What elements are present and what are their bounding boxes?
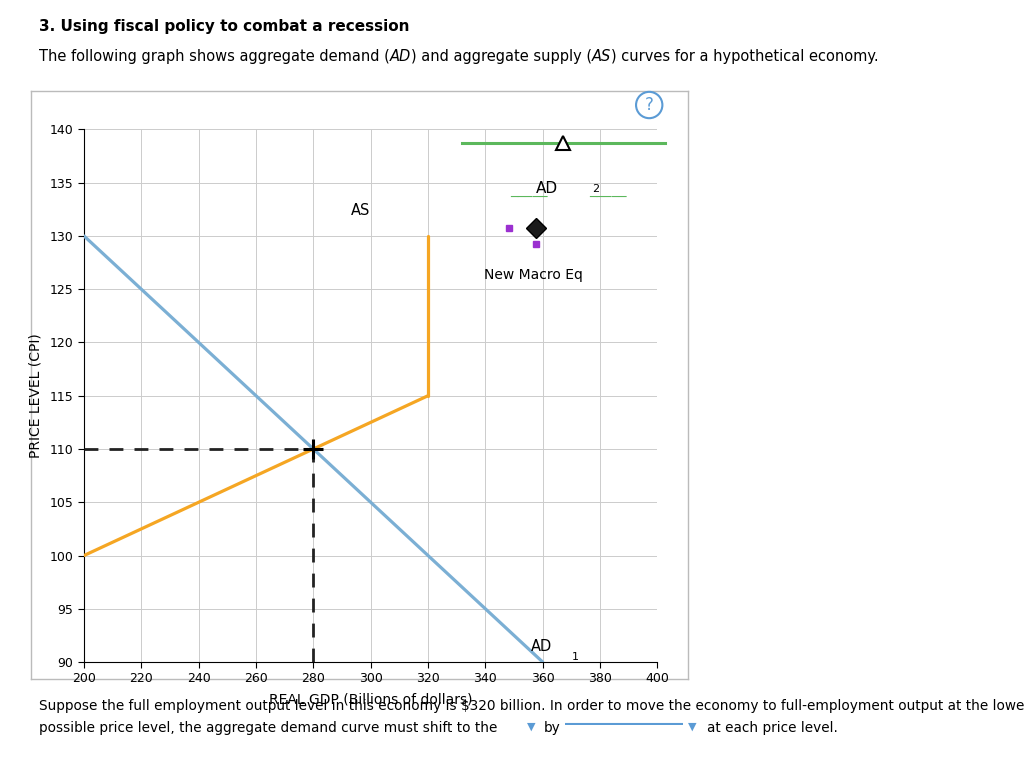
Text: AD: AD <box>531 639 553 654</box>
Text: ) curves for a hypothetical economy.: ) curves for a hypothetical economy. <box>611 49 879 65</box>
Text: 2: 2 <box>593 183 600 193</box>
Text: ) and aggregate supply (: ) and aggregate supply ( <box>411 49 592 65</box>
Text: 1: 1 <box>571 652 579 662</box>
Text: AD: AD <box>537 180 558 196</box>
Text: ▼: ▼ <box>527 721 536 731</box>
Text: AS: AS <box>592 49 611 65</box>
Text: ?: ? <box>645 96 653 114</box>
Text: AS: AS <box>350 202 370 218</box>
Text: possible price level, the aggregate demand curve must shift to the: possible price level, the aggregate dema… <box>39 721 498 735</box>
Text: The following graph shows aggregate demand (: The following graph shows aggregate dema… <box>39 49 390 65</box>
Text: New Macro Eq: New Macro Eq <box>484 269 584 282</box>
Text: by: by <box>544 721 560 735</box>
Text: ▼: ▼ <box>688 721 696 731</box>
Text: 3. Using fiscal policy to combat a recession: 3. Using fiscal policy to combat a reces… <box>39 19 410 34</box>
Text: at each price level.: at each price level. <box>707 721 838 735</box>
Text: ─────: ───── <box>510 191 548 205</box>
Y-axis label: PRICE LEVEL (CPI): PRICE LEVEL (CPI) <box>29 333 43 458</box>
Text: Suppose the full employment output level in this economy is $320 billion. In ord: Suppose the full employment output level… <box>39 699 1024 712</box>
Text: ─────: ───── <box>589 191 627 205</box>
X-axis label: REAL GDP (Billions of dollars): REAL GDP (Billions of dollars) <box>269 693 472 706</box>
Text: AD: AD <box>390 49 411 65</box>
